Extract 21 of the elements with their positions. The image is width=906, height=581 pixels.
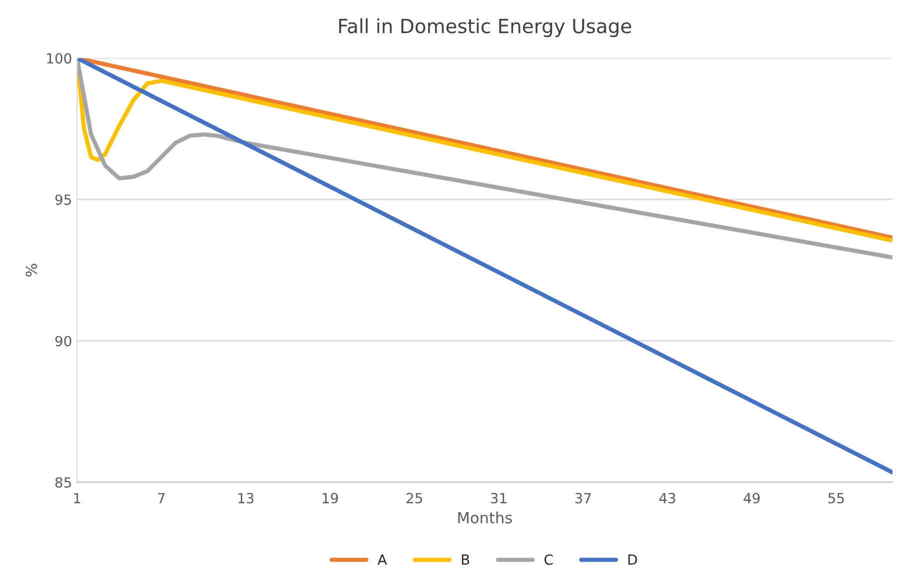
- y-axis-title: %: [26, 264, 38, 277]
- legend-label: C: [544, 554, 553, 565]
- chart-title: Fall in Domestic Energy Usage: [339, 18, 632, 38]
- x-tick-label: 43: [659, 492, 676, 504]
- y-tick-label: 95: [55, 194, 71, 205]
- x-tick-label: 31: [490, 492, 506, 504]
- x-tick-label: 1: [74, 493, 80, 504]
- legend-label: A: [378, 554, 387, 565]
- x-tick-label: 55: [828, 493, 844, 504]
- x-tick-label: 49: [744, 492, 760, 504]
- x-axis-title: Months: [458, 512, 512, 524]
- y-tick-label: 100: [47, 53, 72, 64]
- legend-label: D: [628, 554, 637, 565]
- y-tick-label: 90: [55, 336, 72, 346]
- x-tick-label: 19: [322, 492, 338, 504]
- x-tick-label: 25: [406, 492, 422, 504]
- legend-label: B: [462, 554, 470, 565]
- x-tick-label: 37: [575, 492, 591, 504]
- x-tick-label: 7: [158, 493, 165, 504]
- y-tick-label: 85: [55, 477, 71, 488]
- x-tick-label: 13: [238, 492, 254, 504]
